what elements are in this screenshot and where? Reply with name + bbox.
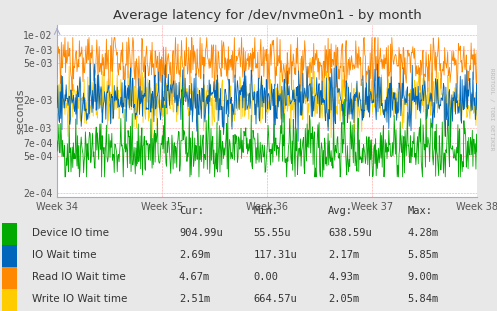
Text: RRDTOOL / TOBI OETIKER: RRDTOOL / TOBI OETIKER (490, 67, 495, 150)
Text: 9.00m: 9.00m (408, 272, 439, 282)
Bar (2, 223, 17, 245)
Text: 4.93m: 4.93m (328, 272, 359, 282)
Text: IO Wait time: IO Wait time (32, 250, 97, 260)
Text: 117.31u: 117.31u (253, 250, 297, 260)
Text: Device IO time: Device IO time (32, 228, 109, 238)
Text: 638.59u: 638.59u (328, 228, 372, 238)
Text: Max:: Max: (408, 206, 432, 216)
Title: Average latency for /dev/nvme0n1 - by month: Average latency for /dev/nvme0n1 - by mo… (113, 9, 421, 22)
Text: 2.51m: 2.51m (179, 294, 210, 304)
Text: Write IO Wait time: Write IO Wait time (32, 294, 128, 304)
Text: 904.99u: 904.99u (179, 228, 223, 238)
Text: 2.05m: 2.05m (328, 294, 359, 304)
Text: Min:: Min: (253, 206, 278, 216)
Text: Read IO Wait time: Read IO Wait time (32, 272, 126, 282)
Text: Avg:: Avg: (328, 206, 353, 216)
Text: 4.28m: 4.28m (408, 228, 439, 238)
Text: 2.17m: 2.17m (328, 250, 359, 260)
Text: 4.67m: 4.67m (179, 272, 210, 282)
Bar (2, 267, 17, 289)
Bar (2, 245, 17, 267)
Text: Cur:: Cur: (179, 206, 204, 216)
Text: 5.84m: 5.84m (408, 294, 439, 304)
Text: 55.55u: 55.55u (253, 228, 291, 238)
Text: 5.85m: 5.85m (408, 250, 439, 260)
Bar (2, 289, 17, 311)
Text: 0.00: 0.00 (253, 272, 278, 282)
Text: 664.57u: 664.57u (253, 294, 297, 304)
Y-axis label: seconds: seconds (15, 88, 25, 134)
Text: 2.69m: 2.69m (179, 250, 210, 260)
